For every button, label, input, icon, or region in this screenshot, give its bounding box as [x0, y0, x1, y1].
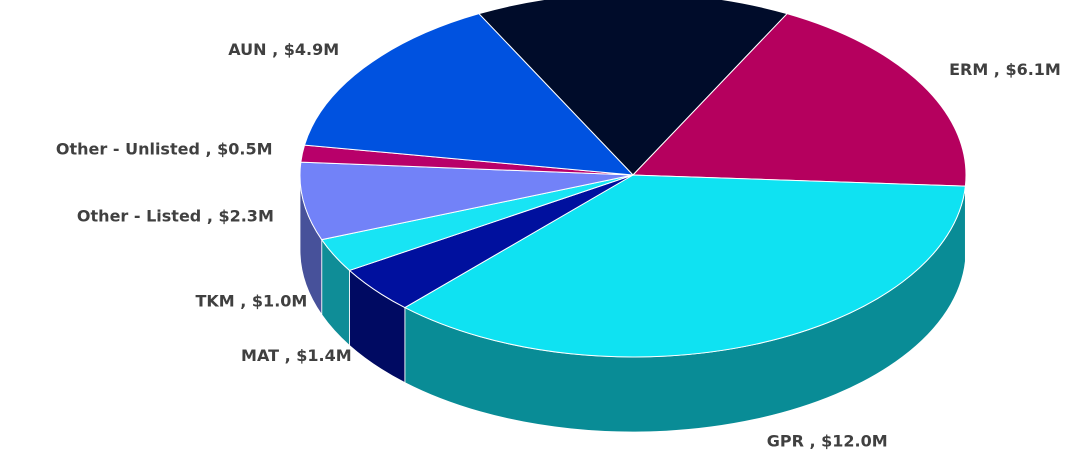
data-label: MAT , $1.4M	[241, 346, 352, 365]
slice	[403, 174, 966, 358]
data-label: ERM , $6.1M	[949, 60, 1061, 79]
slice	[631, 13, 967, 187]
data-label: AUN , $4.9M	[228, 40, 339, 59]
slice	[299, 161, 634, 241]
slice	[303, 13, 635, 176]
data-label: TKM , $1.0M	[195, 291, 307, 310]
data-label: Other - Listed , $2.3M	[77, 206, 274, 225]
data-label: GPR , $12.0M	[767, 431, 888, 450]
data-label: Other - Unlisted , $0.5M	[56, 140, 273, 159]
slice	[477, 0, 789, 176]
